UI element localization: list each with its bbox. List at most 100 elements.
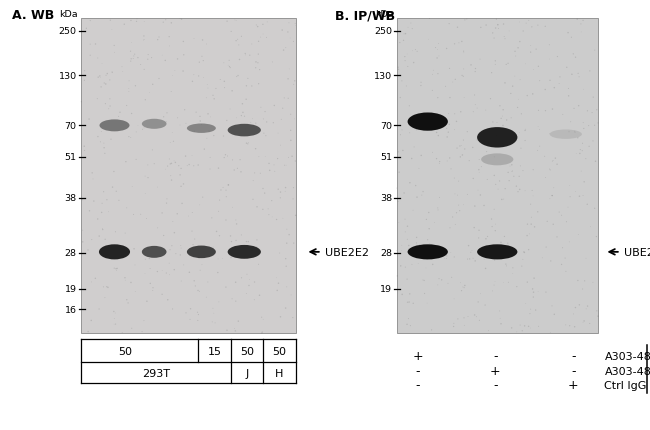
Point [221, 217, 231, 224]
Point [445, 225, 455, 232]
Point [227, 204, 238, 211]
Point [116, 252, 127, 258]
Point [433, 205, 443, 212]
Text: 38: 38 [380, 194, 392, 203]
Point [563, 204, 573, 211]
Point [247, 248, 257, 255]
Point [486, 70, 497, 77]
Point [408, 48, 418, 55]
Point [279, 95, 289, 102]
Point [85, 42, 96, 49]
Text: -: - [493, 378, 497, 391]
Point [213, 256, 224, 263]
Point [533, 288, 543, 295]
Text: 70: 70 [65, 122, 77, 131]
Point [442, 134, 452, 141]
Point [264, 160, 274, 167]
Point [109, 321, 120, 328]
Point [592, 308, 602, 315]
Point [520, 128, 530, 135]
Point [114, 197, 124, 204]
Point [570, 129, 580, 136]
Point [416, 80, 426, 86]
Point [278, 105, 288, 112]
Point [203, 111, 213, 118]
Point [139, 37, 150, 44]
Point [471, 313, 482, 320]
Text: 19: 19 [380, 285, 392, 294]
Point [470, 102, 480, 109]
Point [582, 108, 593, 115]
Point [95, 74, 105, 80]
Point [526, 25, 537, 31]
Point [440, 84, 450, 91]
Point [460, 283, 470, 289]
Point [175, 172, 185, 179]
Point [133, 123, 143, 130]
Point [402, 237, 413, 243]
Point [565, 194, 575, 201]
Point [454, 208, 465, 215]
Text: 38: 38 [64, 194, 77, 203]
Point [251, 120, 261, 127]
Point [465, 256, 475, 263]
Point [424, 240, 435, 247]
Point [181, 153, 191, 160]
Point [213, 165, 224, 172]
Point [402, 276, 412, 283]
Point [265, 168, 275, 175]
Point [170, 160, 181, 166]
Point [182, 163, 192, 170]
Point [561, 219, 571, 226]
Point [255, 170, 266, 177]
Point [93, 134, 103, 141]
Point [573, 71, 583, 78]
Point [271, 275, 281, 282]
Point [176, 184, 187, 190]
Point [402, 321, 412, 328]
Point [473, 187, 483, 194]
Point [99, 150, 110, 157]
Point [127, 40, 137, 47]
Point [285, 35, 295, 42]
Point [443, 129, 454, 136]
Point [532, 147, 543, 154]
Point [575, 147, 586, 154]
Point [582, 303, 593, 310]
Point [484, 327, 494, 334]
Point [510, 74, 520, 80]
Point [142, 57, 153, 64]
Point [227, 157, 238, 164]
Point [462, 191, 473, 198]
Point [165, 140, 176, 147]
Point [185, 306, 196, 313]
Point [549, 185, 559, 192]
Point [490, 62, 501, 69]
Point [482, 177, 493, 184]
Point [236, 232, 246, 239]
Point [579, 318, 590, 325]
Text: A. WB: A. WB [12, 9, 54, 22]
Point [400, 54, 410, 61]
Point [402, 52, 412, 58]
Point [124, 134, 134, 141]
Point [233, 43, 244, 49]
Point [518, 28, 528, 35]
Point [254, 261, 264, 268]
Point [532, 23, 543, 30]
Point [125, 135, 136, 141]
Point [244, 276, 255, 283]
Point [507, 168, 517, 175]
Point [250, 65, 261, 72]
Point [436, 250, 446, 257]
Point [181, 310, 191, 316]
Point [404, 243, 414, 249]
Point [414, 166, 424, 172]
Point [254, 292, 265, 299]
Point [500, 261, 511, 268]
Point [419, 290, 430, 297]
Point [264, 212, 274, 218]
Point [499, 34, 510, 41]
Point [497, 141, 508, 147]
Point [224, 64, 235, 71]
